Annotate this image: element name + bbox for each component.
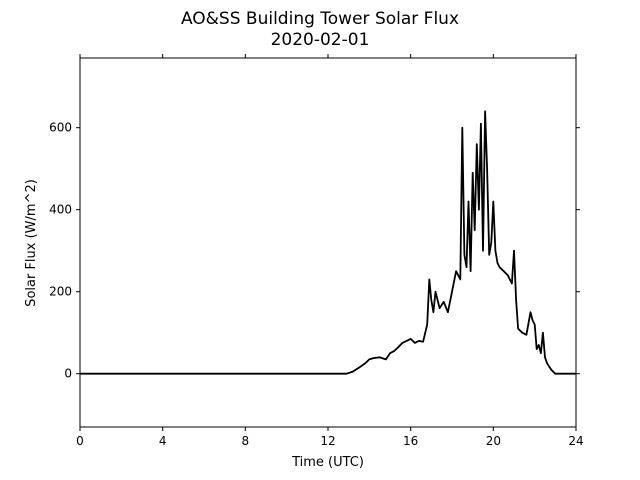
y-axis: 0 200 400 600 [49,121,580,381]
x-tick-label-24: 24 [568,434,583,448]
x-tick-label-0: 0 [76,434,84,448]
chart-subtitle: 2020-02-01 [271,30,370,50]
x-tick-label-20: 20 [486,434,501,448]
x-axis: 0 4 8 12 16 20 24 [76,54,584,448]
x-axis-label: Time (UTC) [291,455,364,470]
y-axis-label: Solar Flux (W/m^2) [24,179,39,307]
plot-frame [79,57,577,428]
series-line-0 [80,110,576,375]
y-tick-label-600: 600 [49,121,72,135]
x-tick-label-12: 12 [320,434,335,448]
y-tick-label-200: 200 [49,285,72,299]
y-tick-label-400: 400 [49,203,72,217]
plot-area [80,110,576,375]
x-tick-label-4: 4 [159,434,167,448]
x-tick-label-16: 16 [403,434,418,448]
chart-title: AO&SS Building Tower Solar Flux [181,9,459,29]
y-tick-label-0: 0 [64,367,72,381]
x-tick-label-8: 8 [242,434,250,448]
